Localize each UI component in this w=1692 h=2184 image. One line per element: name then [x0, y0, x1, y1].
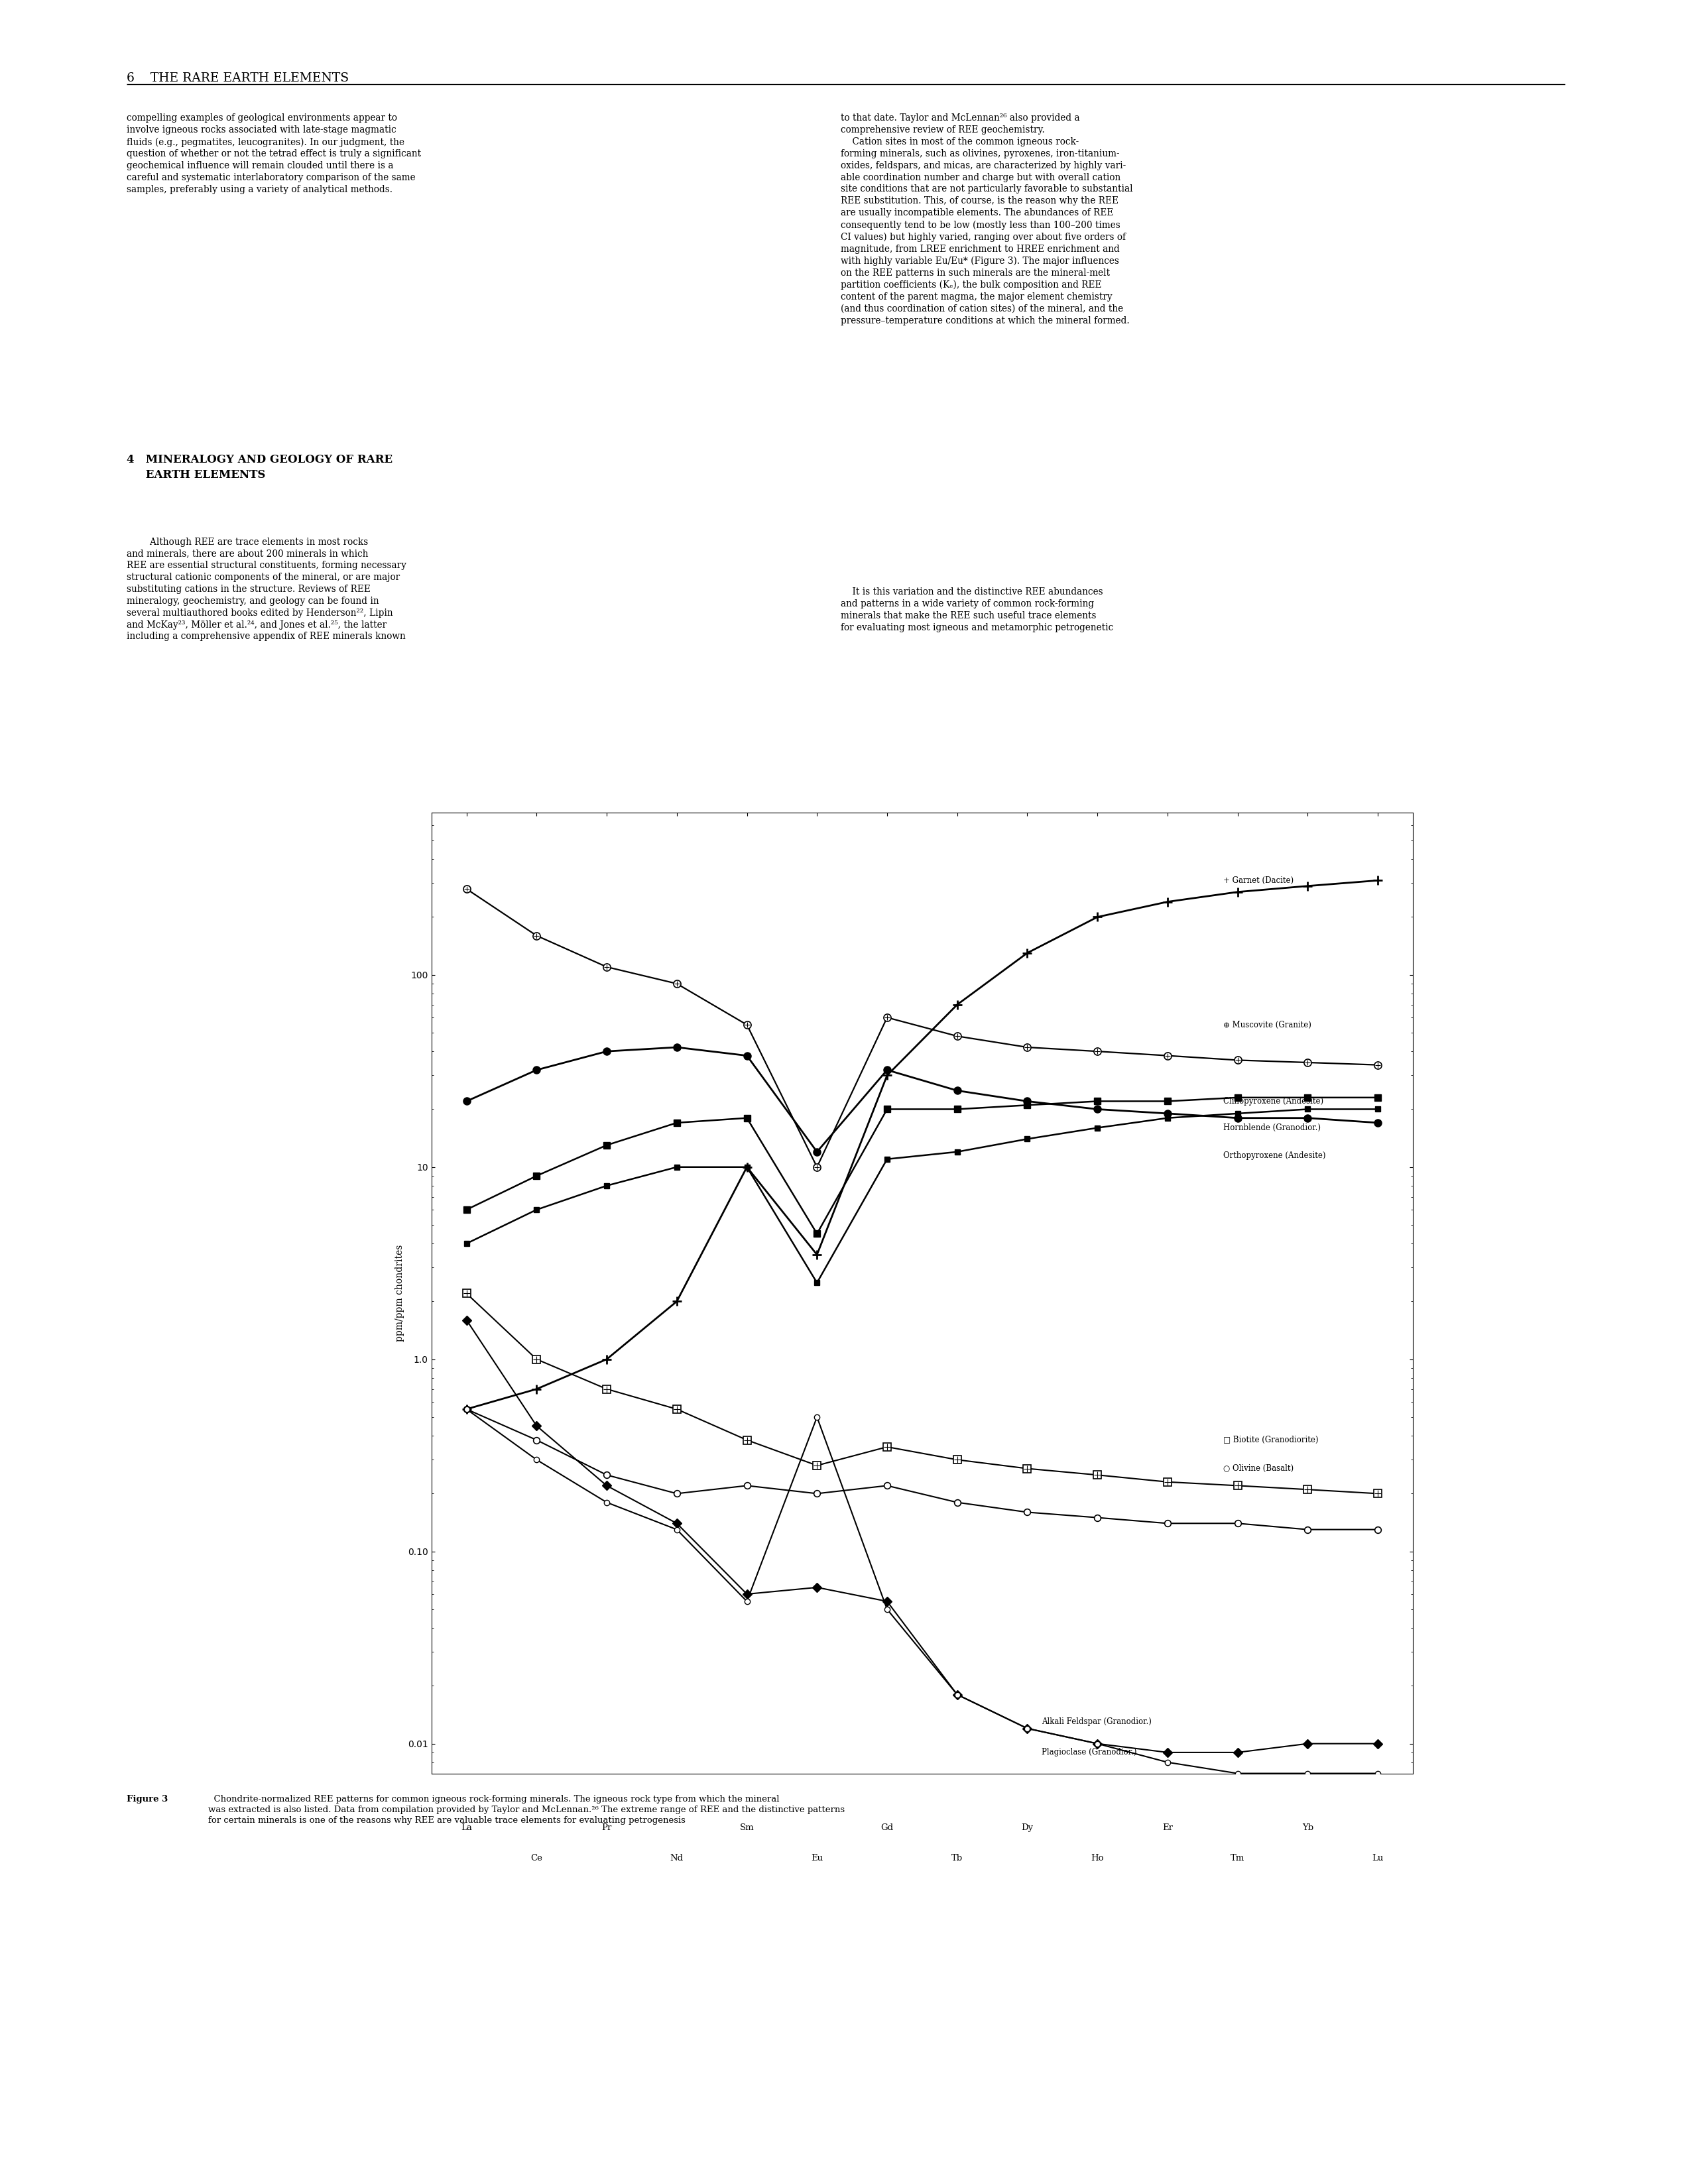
Text: Dy: Dy [1022, 1824, 1034, 1832]
Text: Clinopyroxene (Andesite): Clinopyroxene (Andesite) [1223, 1096, 1323, 1105]
Text: It is this variation and the distinctive REE abundances
and patterns in a wide v: It is this variation and the distinctive… [841, 587, 1113, 633]
Text: Nd: Nd [670, 1854, 684, 1863]
Text: Plagioclase (Granodior.): Plagioclase (Granodior.) [1041, 1747, 1137, 1756]
Text: Pr: Pr [602, 1824, 613, 1832]
Text: Gd: Gd [882, 1824, 893, 1832]
Text: Hornblende (Granodior.): Hornblende (Granodior.) [1223, 1123, 1321, 1131]
Text: Ho: Ho [1091, 1854, 1103, 1863]
Text: to that date. Taylor and McLennan²⁶ also provided a
comprehensive review of REE : to that date. Taylor and McLennan²⁶ also… [841, 114, 1134, 325]
Text: Figure 3: Figure 3 [127, 1795, 168, 1804]
Text: Alkali Feldspar (Granodior.): Alkali Feldspar (Granodior.) [1041, 1717, 1151, 1725]
Text: Ce: Ce [531, 1854, 543, 1863]
Text: Lu: Lu [1372, 1854, 1384, 1863]
Text: Chondrite-normalized REE patterns for common igneous rock-forming minerals. The : Chondrite-normalized REE patterns for co… [208, 1795, 844, 1826]
Text: Sm: Sm [739, 1824, 755, 1832]
Text: Yb: Yb [1303, 1824, 1313, 1832]
Text: 4   MINERALOGY AND GEOLOGY OF RARE
     EARTH ELEMENTS: 4 MINERALOGY AND GEOLOGY OF RARE EARTH E… [127, 454, 393, 480]
Text: + Garnet (Dacite): + Garnet (Dacite) [1223, 876, 1294, 885]
Y-axis label: ppm/ppm chondrites: ppm/ppm chondrites [394, 1245, 404, 1341]
Text: Tb: Tb [951, 1854, 963, 1863]
Text: Orthopyroxene (Andesite): Orthopyroxene (Andesite) [1223, 1151, 1327, 1160]
Text: Although REE are trace elements in most rocks
and minerals, there are about 200 : Although REE are trace elements in most … [127, 537, 406, 642]
Text: Eu: Eu [810, 1854, 822, 1863]
Text: ○ Olivine (Basalt): ○ Olivine (Basalt) [1223, 1463, 1294, 1472]
Text: Er: Er [1162, 1824, 1173, 1832]
Text: 6    THE RARE EARTH ELEMENTS: 6 THE RARE EARTH ELEMENTS [127, 72, 349, 83]
Text: ⊕ Muscovite (Granite): ⊕ Muscovite (Granite) [1223, 1020, 1311, 1029]
Text: compelling examples of geological environments appear to
involve igneous rocks a: compelling examples of geological enviro… [127, 114, 421, 194]
Text: □ Biotite (Granodiorite): □ Biotite (Granodiorite) [1223, 1435, 1318, 1444]
Text: Tm: Tm [1230, 1854, 1245, 1863]
Text: La: La [460, 1824, 472, 1832]
